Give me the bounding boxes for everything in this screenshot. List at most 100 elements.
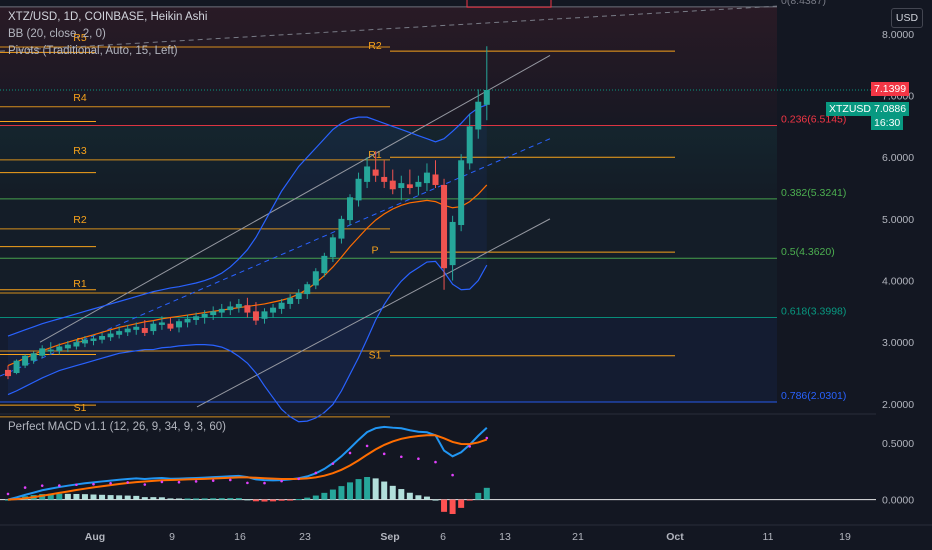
macd-histogram-bar bbox=[90, 494, 97, 500]
macd-trend-dot bbox=[160, 480, 164, 484]
candle-body bbox=[261, 311, 268, 319]
candle-body bbox=[423, 172, 430, 184]
macd-trend-dot bbox=[126, 481, 129, 484]
pivot-label-left: R1 bbox=[73, 278, 87, 290]
macd-legend[interactable]: Perfect MACD v1.1 (12, 26, 9, 34, 9, 3, … bbox=[8, 421, 226, 433]
macd-histogram-bar bbox=[449, 499, 456, 514]
macd-histogram-bar bbox=[252, 499, 259, 502]
candle-body bbox=[167, 323, 174, 329]
macd-histogram-bar bbox=[295, 498, 302, 500]
candle-body bbox=[64, 344, 71, 349]
candle-body bbox=[364, 166, 371, 182]
macd-histogram-bar bbox=[158, 497, 165, 500]
macd-signal-line bbox=[7, 434, 488, 501]
pivot-label-right: S1 bbox=[369, 350, 382, 362]
macd-histogram-bar bbox=[423, 496, 430, 500]
macd-histogram-bar bbox=[287, 499, 294, 501]
time-tick-label: 21 bbox=[572, 531, 584, 543]
candle-body bbox=[193, 316, 200, 320]
macd-histogram-bar bbox=[244, 499, 251, 501]
candle-body bbox=[124, 328, 131, 333]
candle-body bbox=[270, 307, 277, 313]
macd-histogram-bar bbox=[227, 498, 234, 500]
candle-body bbox=[244, 305, 251, 313]
candle-body bbox=[338, 218, 345, 239]
price-tick-label: 4.0000 bbox=[882, 276, 914, 288]
time-tick-label: 9 bbox=[169, 531, 175, 543]
time-tick-label: 16 bbox=[234, 531, 246, 543]
macd-histogram-bar bbox=[64, 493, 71, 500]
pivot-label-left: R3 bbox=[73, 145, 87, 157]
macd-histogram-bar bbox=[193, 498, 200, 500]
time-tick-label: 19 bbox=[839, 531, 851, 543]
macd-histogram-bar bbox=[483, 487, 490, 500]
candle-body bbox=[483, 90, 490, 105]
macd-histogram-bar bbox=[475, 492, 482, 500]
pivot-label-left: S1 bbox=[74, 402, 87, 414]
macd-trend-dot bbox=[246, 481, 249, 485]
candle-body bbox=[406, 184, 413, 189]
candle-body bbox=[133, 326, 140, 330]
candle-body bbox=[47, 349, 54, 352]
price-tick-label: 2.0000 bbox=[882, 399, 914, 411]
candle-body bbox=[39, 348, 46, 356]
pivots-legend[interactable]: Pivots (Traditional, Auto, 15, Left) bbox=[8, 45, 178, 57]
candle-body bbox=[321, 255, 328, 274]
candle-body bbox=[295, 292, 302, 300]
candle-body bbox=[158, 322, 165, 325]
candle-body bbox=[141, 328, 148, 333]
symbol-legend[interactable]: XTZ/USD, 1D, COINBASE, Heikin Ashi bbox=[8, 11, 208, 23]
macd-tick-label: 0.5000 bbox=[882, 438, 914, 450]
macd-trend-dot bbox=[40, 484, 44, 487]
macd-histogram-bar bbox=[5, 499, 11, 501]
pivot-label-left: R2 bbox=[73, 214, 87, 226]
macd-trend-dot bbox=[365, 444, 369, 448]
macd-trend-dot bbox=[6, 492, 10, 496]
macd-histogram-bar bbox=[398, 489, 405, 500]
macd-histogram-bar bbox=[184, 498, 191, 500]
candle-body bbox=[458, 160, 465, 226]
macd-trend-dot bbox=[348, 451, 352, 455]
candle-body bbox=[252, 311, 259, 321]
candle-body bbox=[372, 169, 379, 176]
macd-trend-dot bbox=[417, 457, 420, 461]
pivot-label-right: R2 bbox=[368, 40, 382, 52]
candle-body bbox=[116, 331, 123, 335]
currency-button[interactable]: USD bbox=[891, 8, 923, 28]
candle-body bbox=[81, 339, 88, 344]
fib-handle-box bbox=[466, 0, 552, 8]
macd-histogram-bar bbox=[167, 498, 174, 500]
pivot-label-left: R5 bbox=[73, 32, 87, 44]
time-tick-label: Aug bbox=[85, 531, 105, 543]
fib-label: 0.236(6.5145) bbox=[781, 113, 846, 125]
dashed-trend-line bbox=[0, 5, 778, 52]
macd-histogram-bar bbox=[150, 497, 157, 500]
macd-trend-dot bbox=[23, 486, 27, 489]
macd-trend-dot bbox=[92, 482, 95, 486]
candle-body bbox=[475, 101, 482, 130]
bb-legend[interactable]: BB (20, close, 2, 0) bbox=[8, 28, 106, 40]
macd-histogram-bar bbox=[389, 485, 396, 500]
candle-body bbox=[99, 336, 106, 340]
macd-histogram-bar bbox=[210, 498, 217, 500]
candle-body bbox=[441, 184, 448, 269]
macd-histogram-bar bbox=[312, 495, 319, 500]
fib-label: 0.382(5.3241) bbox=[781, 187, 846, 199]
macd-trend-dot bbox=[434, 460, 437, 464]
price-tick-label: 5.0000 bbox=[882, 214, 914, 226]
symbol-tag: XTZUSD bbox=[826, 102, 874, 116]
candle-body bbox=[432, 174, 439, 185]
candle-body bbox=[381, 176, 388, 182]
macd-histogram-bar bbox=[99, 494, 106, 500]
macd-histogram-bar bbox=[107, 495, 114, 500]
countdown-tag: 16:30 bbox=[871, 116, 904, 130]
candle-body bbox=[184, 318, 191, 323]
candle-body bbox=[210, 311, 217, 316]
candle-body bbox=[415, 181, 422, 187]
time-tick-label: 6 bbox=[440, 531, 446, 543]
candle-body bbox=[22, 355, 29, 366]
macd-histogram-bar bbox=[201, 498, 208, 500]
candle-body bbox=[227, 306, 234, 311]
macd-histogram-bar bbox=[372, 478, 379, 500]
